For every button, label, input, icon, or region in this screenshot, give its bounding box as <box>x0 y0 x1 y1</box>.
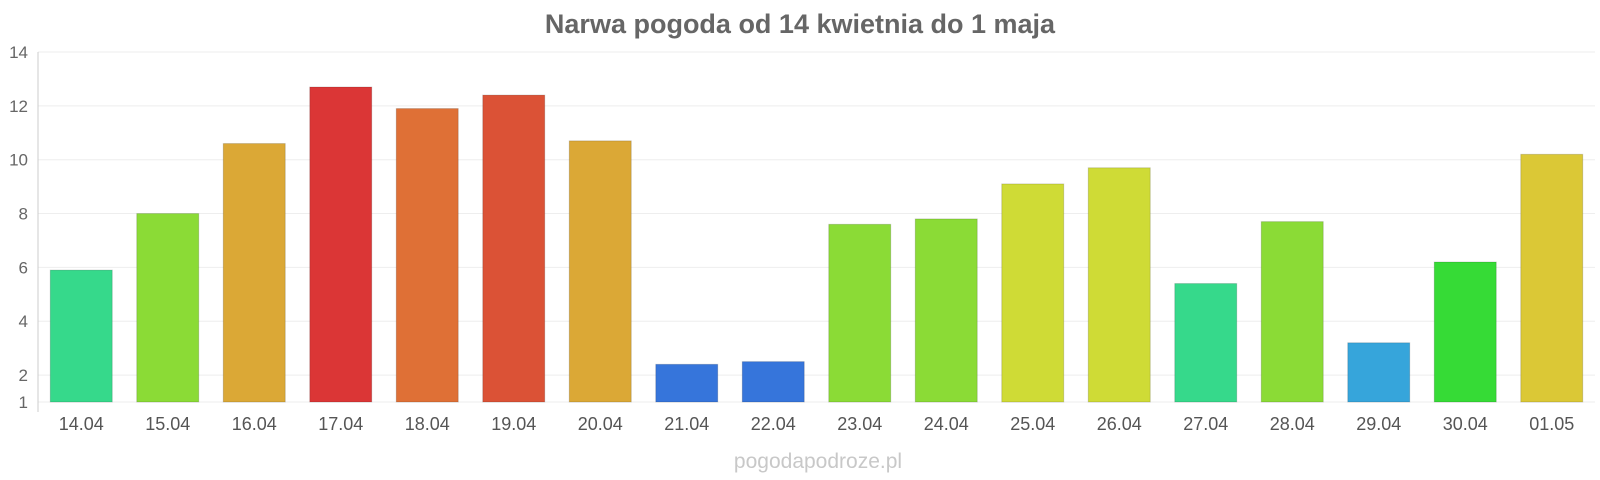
x-tick-label: 20.04 <box>578 414 623 434</box>
bar-15.04 <box>136 213 200 403</box>
bar-14.04 <box>49 269 113 403</box>
x-tick-label: 29.04 <box>1356 414 1401 434</box>
x-tick-label: 23.04 <box>837 414 882 434</box>
x-tick-label: 26.04 <box>1097 414 1142 434</box>
x-tick-label: 14.04 <box>59 414 104 434</box>
bar-18.04 <box>395 108 459 403</box>
bar-16.04 <box>222 143 286 403</box>
bar-19.04 <box>482 94 546 403</box>
bar-21.04 <box>655 363 719 403</box>
y-tick-label: 1 <box>19 393 28 412</box>
x-tick-label: 16.04 <box>232 414 277 434</box>
x-tick-label: 15.04 <box>145 414 190 434</box>
bar-27.04 <box>1174 283 1238 403</box>
y-tick-label: 10 <box>9 151 28 170</box>
y-tick-label: 4 <box>19 312 28 331</box>
grid-lines <box>38 51 1595 403</box>
x-tick-label: 21.04 <box>664 414 709 434</box>
y-tick-label: 14 <box>9 43 28 62</box>
bar-17.04 <box>309 86 373 403</box>
x-tick-label: 25.04 <box>1010 414 1055 434</box>
bar-30.04 <box>1433 261 1497 403</box>
x-tick-label: 30.04 <box>1443 414 1488 434</box>
bar-23.04 <box>828 223 892 403</box>
y-tick-label: 12 <box>9 97 28 116</box>
x-tick-label: 18.04 <box>405 414 450 434</box>
x-tick-label: 27.04 <box>1183 414 1228 434</box>
bar-22.04 <box>741 361 805 403</box>
bar-29.04 <box>1347 342 1411 403</box>
x-axis-ticks: 14.04 15.04 16.04 17.04 18.04 19.04 20.04 21.04… <box>59 414 1575 434</box>
x-tick-label: 19.04 <box>491 414 536 434</box>
bar-20.04 <box>568 140 632 403</box>
bar-25.04 <box>1001 183 1065 403</box>
x-tick-label: 17.04 <box>318 414 363 434</box>
bar-26.04 <box>1087 167 1151 403</box>
bar-24.04 <box>914 218 978 403</box>
x-tick-label: 24.04 <box>924 414 969 434</box>
y-tick-label: 6 <box>19 258 28 277</box>
y-tick-label: 2 <box>19 366 28 385</box>
chart-title: Narwa pogoda od 14 kwietnia do 1 maja <box>545 9 1056 39</box>
x-tick-label: 01.05 <box>1529 414 1574 434</box>
bar-01.05 <box>1520 153 1584 403</box>
site-credit: pogodapodroze.pl <box>734 450 902 473</box>
bar-28.04 <box>1260 221 1324 403</box>
x-tick-label: 28.04 <box>1270 414 1315 434</box>
y-tick-label: 8 <box>19 205 28 224</box>
bars <box>49 86 1584 403</box>
x-tick-label: 22.04 <box>751 414 796 434</box>
